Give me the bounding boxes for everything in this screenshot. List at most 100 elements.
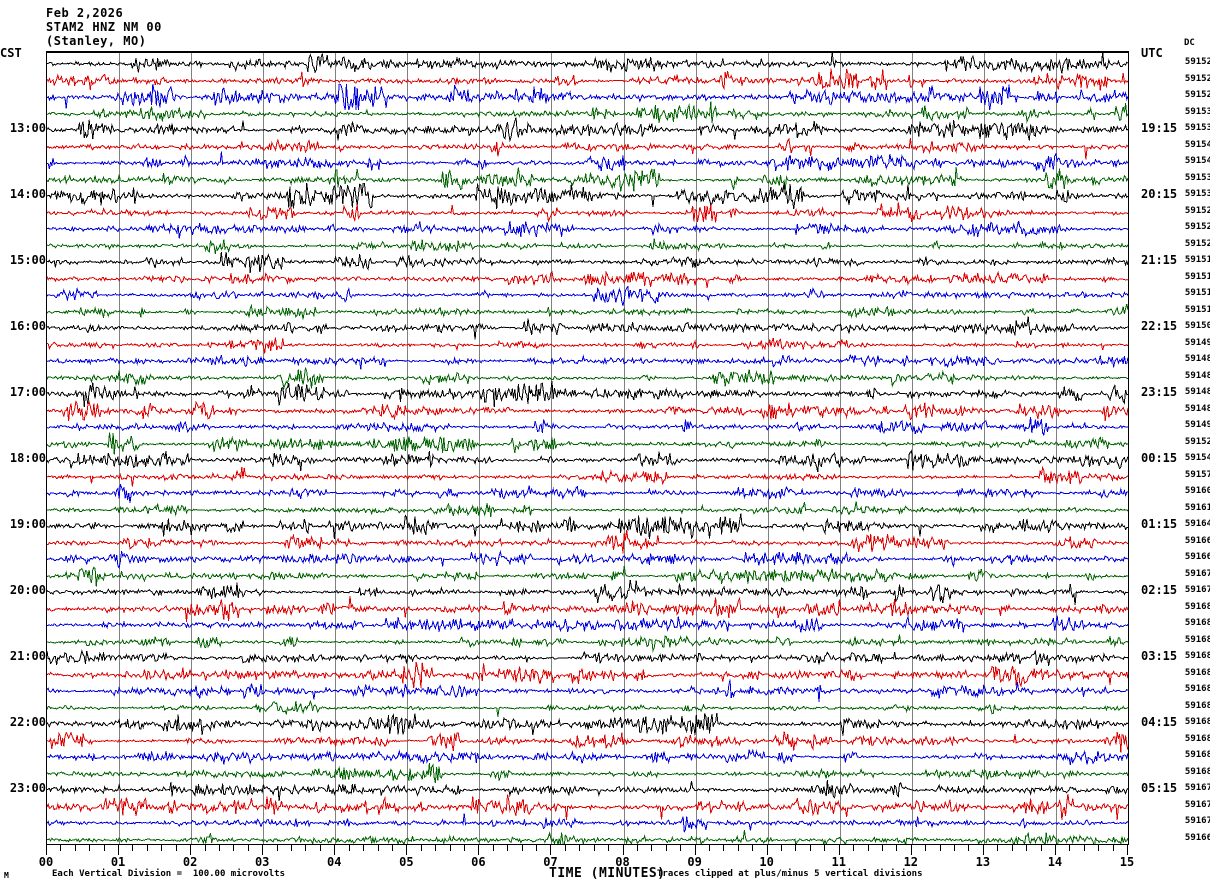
dc-value: 59167	[1184, 783, 1210, 793]
x-tick-minor	[176, 845, 177, 851]
seismic-trace	[47, 398, 1128, 424]
grid-line-minute-8	[623, 53, 625, 844]
x-tick-minor	[277, 845, 278, 851]
dc-value: 59151	[1184, 288, 1210, 298]
seismic-trace	[47, 150, 1128, 176]
x-tick-major	[190, 845, 191, 855]
seismic-trace	[47, 711, 1128, 737]
grid-line-minute-11	[839, 53, 841, 844]
x-tick-minor	[1098, 845, 1099, 851]
seismic-trace	[47, 480, 1128, 506]
x-tick-minor	[882, 845, 883, 851]
dc-value: 59153	[1184, 172, 1210, 183]
seismic-trace	[47, 348, 1128, 374]
utc-time-label: 04:15	[1141, 715, 1178, 729]
seismic-trace	[47, 761, 1128, 787]
dc-value: 59151	[1184, 271, 1210, 282]
x-tick-minor	[147, 845, 148, 851]
x-tick-minor	[219, 845, 220, 851]
x-tick-minor	[968, 845, 969, 851]
dc-value: 59164	[1184, 519, 1210, 529]
dc-value: 59152	[1184, 222, 1210, 232]
dc-value: 59152	[1184, 57, 1210, 67]
dc-value: 59168	[1184, 667, 1210, 678]
utc-time-label: 20:15	[1141, 187, 1178, 201]
x-axis-tick-label: 11	[831, 855, 846, 869]
x-axis-tick-label: 03	[254, 855, 270, 869]
seismic-trace	[47, 793, 1128, 820]
x-tick-minor	[320, 845, 321, 851]
grid-line-minute-9	[695, 53, 697, 844]
seismogram-plot[interactable]	[46, 51, 1129, 845]
x-tick-minor	[1113, 845, 1114, 851]
grid-line-minute-3	[263, 53, 265, 844]
dc-value: 59166	[1184, 832, 1210, 843]
dc-value: 59148	[1184, 387, 1210, 397]
x-tick-minor	[104, 845, 105, 851]
dc-value: 59168	[1184, 634, 1210, 645]
header-date: Feb 2,2026	[46, 6, 124, 20]
cst-time-label: 16:00	[9, 319, 46, 333]
seismic-trace	[47, 629, 1128, 655]
grid-line-minute-14	[1055, 53, 1057, 844]
seismic-trace	[47, 183, 1128, 209]
x-tick-minor	[1069, 845, 1070, 851]
x-axis-tick-label: 10	[759, 855, 774, 869]
x-tick-major	[46, 845, 47, 855]
dc-value: 59168	[1184, 733, 1210, 744]
x-tick-minor	[205, 845, 206, 851]
x-tick-minor	[997, 845, 998, 851]
x-axis-tick-label: 01	[110, 855, 126, 869]
vertical-division-note: Each Vertical Division = 100.00 microvol…	[52, 869, 285, 879]
grid-line-minute-13	[983, 53, 985, 844]
dc-value: 59168	[1184, 618, 1210, 628]
seismic-trace	[47, 810, 1128, 836]
x-tick-minor	[810, 845, 811, 851]
x-tick-minor	[464, 845, 465, 851]
grid-line-minute-4	[335, 53, 337, 844]
seismic-trace	[47, 53, 1128, 77]
x-tick-minor	[1026, 845, 1027, 851]
x-tick-minor	[248, 845, 249, 851]
x-tick-minor	[709, 845, 710, 851]
seismic-trace	[47, 381, 1128, 407]
dc-value: 59153	[1184, 189, 1210, 199]
x-tick-major	[262, 845, 263, 855]
x-tick-minor	[651, 845, 652, 851]
x-tick-minor	[752, 845, 753, 851]
seismic-trace	[47, 546, 1128, 572]
x-tick-minor	[60, 845, 61, 851]
seismic-trace	[47, 661, 1128, 688]
dc-value: 59168	[1184, 700, 1210, 711]
grid-line-minute-2	[191, 53, 193, 844]
seismic-trace	[47, 744, 1128, 770]
seismic-trace	[47, 266, 1128, 292]
seismic-trace	[47, 464, 1128, 490]
seismic-trace	[47, 166, 1128, 193]
grid-line-minute-12	[911, 53, 913, 844]
x-tick-major	[478, 845, 479, 855]
x-tick-major	[839, 845, 840, 855]
seismic-trace	[47, 299, 1128, 325]
seismic-trace	[47, 332, 1128, 358]
x-tick-minor	[795, 845, 796, 851]
seismic-trace	[47, 282, 1128, 308]
clipping-note: Traces clipped at plus/minus 5 vertical …	[657, 869, 923, 879]
x-tick-minor	[75, 845, 76, 851]
x-tick-minor	[233, 845, 234, 851]
seismic-trace	[47, 695, 1128, 721]
dc-value: 59168	[1184, 750, 1210, 760]
x-axis-ticks	[46, 845, 1129, 855]
seismic-trace	[47, 216, 1128, 242]
cst-time-label: 17:00	[9, 385, 46, 399]
seismic-trace	[47, 233, 1128, 259]
x-tick-minor	[954, 845, 955, 851]
dc-value: 59152	[1184, 436, 1210, 447]
axis-title-utc: UTC	[1141, 46, 1163, 60]
cst-time-label: 19:00	[9, 517, 46, 531]
x-tick-minor	[392, 845, 393, 851]
seismic-trace	[47, 431, 1128, 457]
x-tick-minor	[781, 845, 782, 851]
x-axis-tick-label: 13	[975, 855, 991, 869]
seismic-trace	[47, 728, 1128, 754]
